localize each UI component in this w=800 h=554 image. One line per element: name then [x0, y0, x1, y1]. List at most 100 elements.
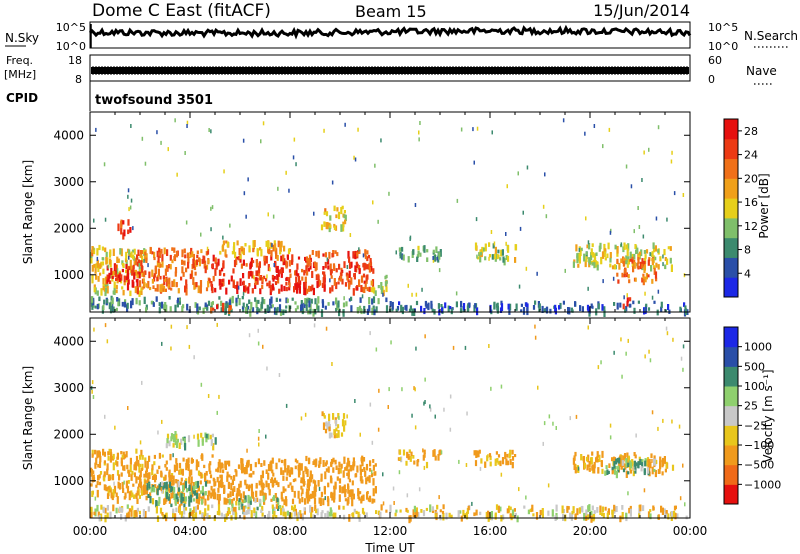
data-cell [248, 299, 251, 304]
data-cell [620, 462, 623, 470]
data-cell [226, 475, 229, 482]
data-cell [590, 252, 593, 260]
data-cell [618, 262, 621, 270]
data-cell [644, 460, 647, 467]
colorbar-swatch [724, 484, 738, 505]
data-cell [232, 246, 235, 254]
data-cell [664, 309, 667, 313]
data-cell [417, 245, 420, 251]
data-cell [260, 474, 263, 481]
scatter-speck [490, 230, 493, 234]
scatter-speck [670, 159, 673, 164]
scatter-speck [147, 263, 149, 268]
station-title: Dome C East (fitACF) [92, 1, 271, 21]
data-cell [147, 478, 150, 484]
data-cell [156, 260, 159, 268]
data-cell [323, 221, 326, 227]
data-cell [301, 268, 304, 273]
scatter-speck [525, 266, 528, 271]
data-cell [643, 307, 646, 315]
data-cell [318, 460, 321, 467]
data-cell [169, 477, 173, 483]
data-cell [368, 288, 371, 292]
data-cell [238, 298, 241, 306]
data-cell [281, 497, 284, 502]
data-cell [497, 249, 500, 254]
data-cell [505, 255, 508, 260]
data-cell [196, 480, 200, 488]
data-cell [266, 282, 269, 287]
data-cell [183, 503, 186, 509]
data-cell [366, 476, 369, 482]
data-cell [193, 283, 196, 290]
data-cell [489, 461, 492, 467]
data-cell [587, 454, 590, 463]
scatter-speck [505, 241, 507, 246]
data-cell [306, 271, 309, 276]
data-cell [348, 460, 351, 467]
data-cell [213, 488, 216, 496]
data-cell [272, 278, 275, 282]
data-cell [494, 246, 497, 254]
data-cell [175, 479, 178, 484]
data-cell [507, 245, 510, 253]
data-cell [330, 477, 333, 484]
data-cell [231, 499, 234, 507]
colorbar-swatch [724, 425, 738, 446]
data-cell [434, 513, 437, 519]
data-cell [90, 256, 93, 264]
data-cell [108, 474, 111, 479]
data-cell [364, 249, 367, 257]
scatter-speck [325, 326, 328, 331]
data-cell [197, 285, 200, 294]
scatter-speck [210, 206, 212, 211]
data-cell [116, 280, 119, 284]
data-cell [291, 505, 294, 511]
data-cell [320, 473, 323, 482]
data-cell [151, 251, 154, 255]
data-cell [216, 304, 219, 310]
data-cell [294, 308, 298, 312]
data-cell [139, 481, 143, 489]
data-cell [273, 240, 276, 245]
scatter-speck [354, 157, 357, 162]
data-cell [145, 307, 148, 313]
data-cell [153, 273, 156, 278]
scatter-speck [387, 405, 389, 409]
data-cell [497, 505, 500, 513]
scatter-speck [395, 250, 397, 255]
data-cell [329, 215, 332, 221]
data-cell [637, 257, 640, 264]
data-cell [246, 303, 249, 309]
data-cell [423, 245, 426, 253]
data-cell [197, 461, 200, 468]
data-cell [644, 305, 648, 312]
data-cell [162, 485, 165, 490]
data-cell [138, 483, 141, 488]
scatter-speck [429, 404, 431, 409]
data-cell [441, 510, 445, 514]
data-cell [648, 257, 651, 262]
data-cell [579, 250, 582, 257]
data-cell [290, 512, 293, 519]
scatter-speck [680, 356, 683, 361]
data-cell [360, 275, 364, 283]
data-cell [180, 500, 183, 504]
scatter-speck [359, 432, 361, 437]
data-cell [195, 259, 198, 266]
nsky-line [88, 24, 692, 40]
scatter-speck [682, 193, 685, 197]
data-cell [632, 266, 635, 273]
data-cell [100, 504, 103, 510]
data-cell [651, 466, 654, 475]
data-cell [166, 438, 169, 444]
scatter-speck [575, 414, 578, 419]
data-cell [335, 307, 338, 312]
data-cell [653, 458, 656, 466]
data-cell [626, 297, 629, 303]
data-cell [94, 462, 97, 469]
scatter-speck [517, 171, 519, 176]
data-cell [367, 254, 371, 259]
data-cell [285, 281, 288, 286]
data-cell [661, 507, 664, 515]
